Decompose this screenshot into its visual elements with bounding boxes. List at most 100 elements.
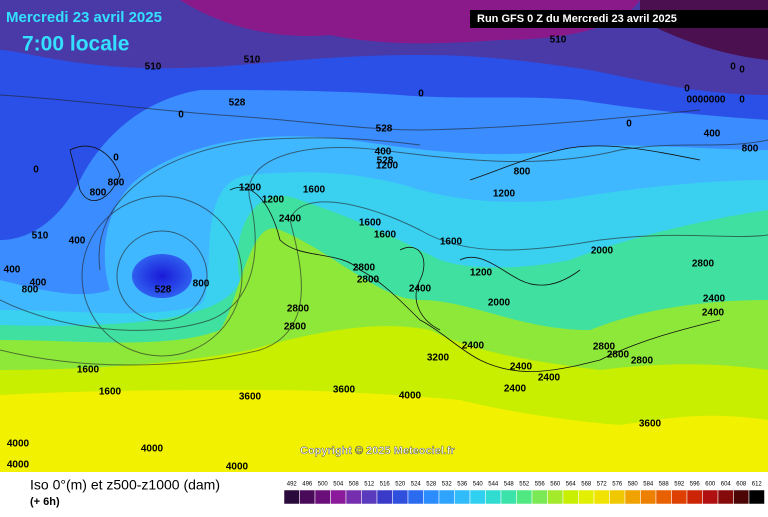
- scale-swatch: [531, 489, 548, 505]
- contour-label: 0: [113, 153, 119, 164]
- scale-swatch: [376, 489, 393, 505]
- scale-swatch: [485, 489, 502, 505]
- contour-label: 1600: [374, 230, 397, 241]
- contour-label: 1200: [262, 195, 285, 206]
- contour-label: 2400: [510, 362, 533, 373]
- scale-swatch: [392, 489, 409, 505]
- scale-label: 564: [566, 482, 577, 488]
- scale-swatch: [500, 489, 517, 505]
- contour-label: 800: [22, 285, 39, 296]
- contour-label: 1200: [470, 268, 493, 279]
- scale-swatch: [345, 489, 362, 505]
- contour-label: 528: [376, 124, 393, 135]
- contour-label: 2400: [409, 284, 432, 295]
- contour-label: 400: [375, 147, 392, 158]
- scale-swatch: [423, 489, 440, 505]
- contour-label: 510: [244, 55, 261, 66]
- contour-label: 2800: [287, 304, 310, 315]
- contour-label: 0: [178, 110, 184, 121]
- scale-label: 512: [364, 482, 375, 488]
- contour-label: 510: [550, 35, 567, 46]
- scale-label: 576: [612, 482, 623, 488]
- time-label: 7:00 locale: [22, 33, 129, 56]
- contour-label: 800: [514, 167, 531, 178]
- scale-label: 520: [395, 482, 406, 488]
- contour-label: 4000: [7, 460, 30, 471]
- contour-label: 510: [32, 231, 49, 242]
- scale-label: 580: [628, 482, 639, 488]
- contour-label: 0: [739, 95, 745, 106]
- contour-label: 2400: [504, 384, 527, 395]
- contour-label: 4000: [399, 391, 422, 402]
- scale-swatch: [640, 489, 657, 505]
- contour-label: 4000: [7, 439, 30, 450]
- contour-label: 800: [742, 144, 759, 155]
- scale-swatch: [733, 489, 750, 505]
- scale-swatch: [299, 489, 316, 505]
- scale-swatch: [469, 489, 486, 505]
- color-scale: 492 496 500 504 508 512 516 520 524 528 532 536 540 5…: [283, 482, 765, 505]
- contour-label: 0000000: [687, 95, 726, 106]
- contour-label: 3600: [639, 419, 662, 430]
- contour-label: 1600: [77, 365, 100, 376]
- contour-label: 528: [155, 285, 172, 296]
- scale-swatch: [748, 489, 765, 505]
- contour-label: 1200: [493, 189, 516, 200]
- scale-swatch: [407, 489, 424, 505]
- contour-label: 3200: [427, 353, 450, 364]
- scale-swatch: [578, 489, 595, 505]
- scale-swatch: [717, 489, 734, 505]
- scale-label: 528: [426, 482, 437, 488]
- scale-swatch: [283, 489, 300, 505]
- scale-swatch: [516, 489, 533, 505]
- contour-label: 2800: [357, 275, 380, 286]
- contour-label: 0: [626, 119, 632, 130]
- scale-swatch: [361, 489, 378, 505]
- contour-label: 2000: [591, 246, 614, 257]
- run-label: Run GFS 0 Z du Mercredi 23 avril 2025: [477, 13, 677, 25]
- contour-label: 4000: [141, 444, 164, 455]
- contour-label: 2400: [462, 341, 485, 352]
- contour-label: 2800: [631, 356, 654, 367]
- contour-label: 800: [108, 178, 125, 189]
- scale-label: 540: [473, 482, 484, 488]
- scale-label: 504: [333, 482, 344, 488]
- scale-label: 588: [659, 482, 670, 488]
- legend-step: (+ 6h): [30, 496, 60, 508]
- contour-label: 1600: [303, 185, 326, 196]
- contour-label: 510: [145, 62, 162, 73]
- contour-label: 800: [193, 279, 210, 290]
- scale-label: 516: [380, 482, 391, 488]
- scale-swatch: [593, 489, 610, 505]
- scale-label: 584: [643, 482, 654, 488]
- scale-label: 496: [302, 482, 313, 488]
- contour-label: 400: [704, 129, 721, 140]
- contour-label: 2400: [703, 294, 726, 305]
- contour-label: 1200: [376, 161, 399, 172]
- contour-label: 1600: [99, 387, 122, 398]
- contour-label: 2800: [607, 350, 630, 361]
- scale-swatch: [655, 489, 672, 505]
- contour-label: 0: [33, 165, 39, 176]
- run-banner: [470, 10, 768, 28]
- contour-label: 4000: [226, 462, 249, 473]
- contour-label: 0: [730, 62, 736, 73]
- contour-label: 3600: [333, 385, 356, 396]
- scale-label: 544: [488, 482, 499, 488]
- contour-label: 528: [377, 156, 394, 167]
- contour-label: 0: [418, 89, 424, 100]
- contour-label: 3600: [239, 392, 262, 403]
- scale-swatch: [624, 489, 641, 505]
- scale-label: 560: [550, 482, 561, 488]
- date-label: Mercredi 23 avril 2025: [6, 9, 162, 26]
- scale-label: 508: [349, 482, 360, 488]
- contour-label: 400: [30, 278, 47, 289]
- contour-label: 528: [229, 98, 246, 109]
- scale-swatch: [438, 489, 455, 505]
- scale-label: 572: [597, 482, 608, 488]
- contour-label: 1200: [239, 183, 262, 194]
- scale-swatch: [702, 489, 719, 505]
- scale-label: 596: [690, 482, 701, 488]
